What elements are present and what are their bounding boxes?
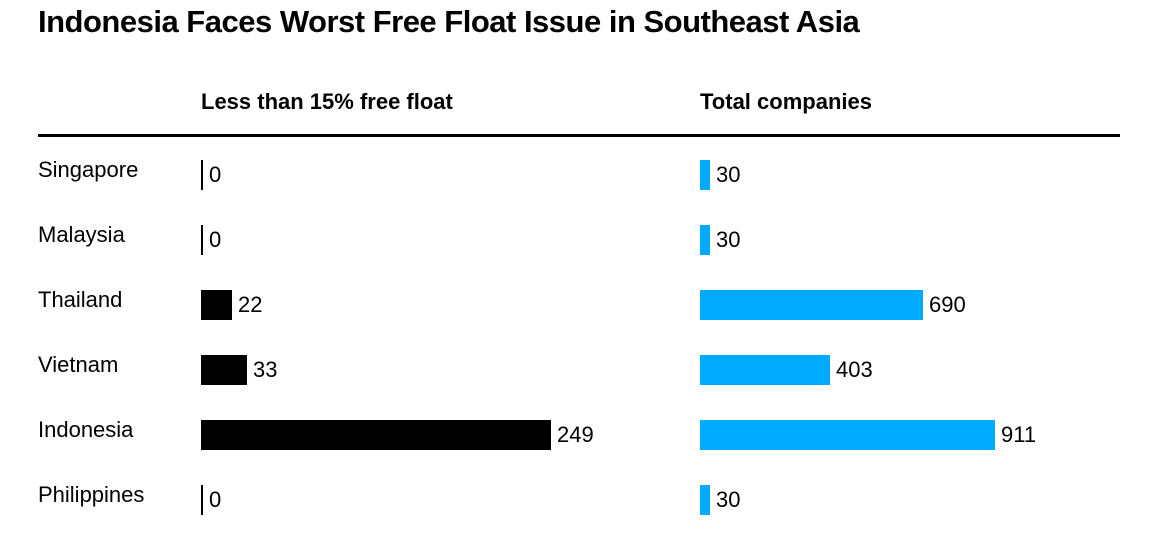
bar-total-companies [700,420,995,450]
bar-free-float [201,225,203,255]
category-label: Vietnam [38,352,119,377]
value-label-total-companies: 30 [716,162,741,187]
bar-total-companies [700,225,710,255]
value-label-total-companies: 30 [716,227,741,252]
chart-row: Malaysia 0 30 [0,222,1152,287]
value-label-free-float: 249 [557,422,594,447]
bar-total-companies [700,355,830,385]
column-header-free-float: Less than 15% free float [201,89,453,114]
value-label-total-companies: 30 [716,487,741,512]
bar-total-companies [700,290,923,320]
chart-row: Philippines 0 30 [0,482,1152,547]
chart-row: Thailand 22 690 [0,287,1152,352]
bar-total-companies [700,160,710,190]
value-label-total-companies: 911 [1001,422,1037,447]
chart-title: Indonesia Faces Worst Free Float Issue i… [38,4,860,39]
category-label: Singapore [38,157,139,182]
value-label-free-float: 0 [209,162,222,187]
bar-free-float [201,485,203,515]
bar-free-float [201,420,551,450]
header-divider [38,134,1120,137]
value-label-total-companies: 403 [836,357,873,382]
category-label: Indonesia [38,417,134,442]
bar-total-companies [700,485,710,515]
value-label-free-float: 0 [209,227,222,252]
bar-free-float [201,290,232,320]
bar-free-float [201,355,247,385]
category-label: Philippines [38,482,145,507]
category-label: Thailand [38,287,123,312]
category-label: Malaysia [38,222,125,247]
chart-row: Indonesia 249 911 [0,417,1152,482]
chart: Indonesia Faces Worst Free Float Issue i… [0,4,1152,515]
value-label-free-float: 0 [209,487,222,512]
chart-row: Singapore 0 30 [0,157,1152,222]
chart-row: Vietnam 33 403 [0,352,1152,417]
value-label-total-companies: 690 [929,292,966,317]
value-label-free-float: 22 [238,292,263,317]
value-label-free-float: 33 [253,357,278,382]
column-header-total-companies: Total companies [700,89,872,114]
bar-free-float [201,160,203,190]
